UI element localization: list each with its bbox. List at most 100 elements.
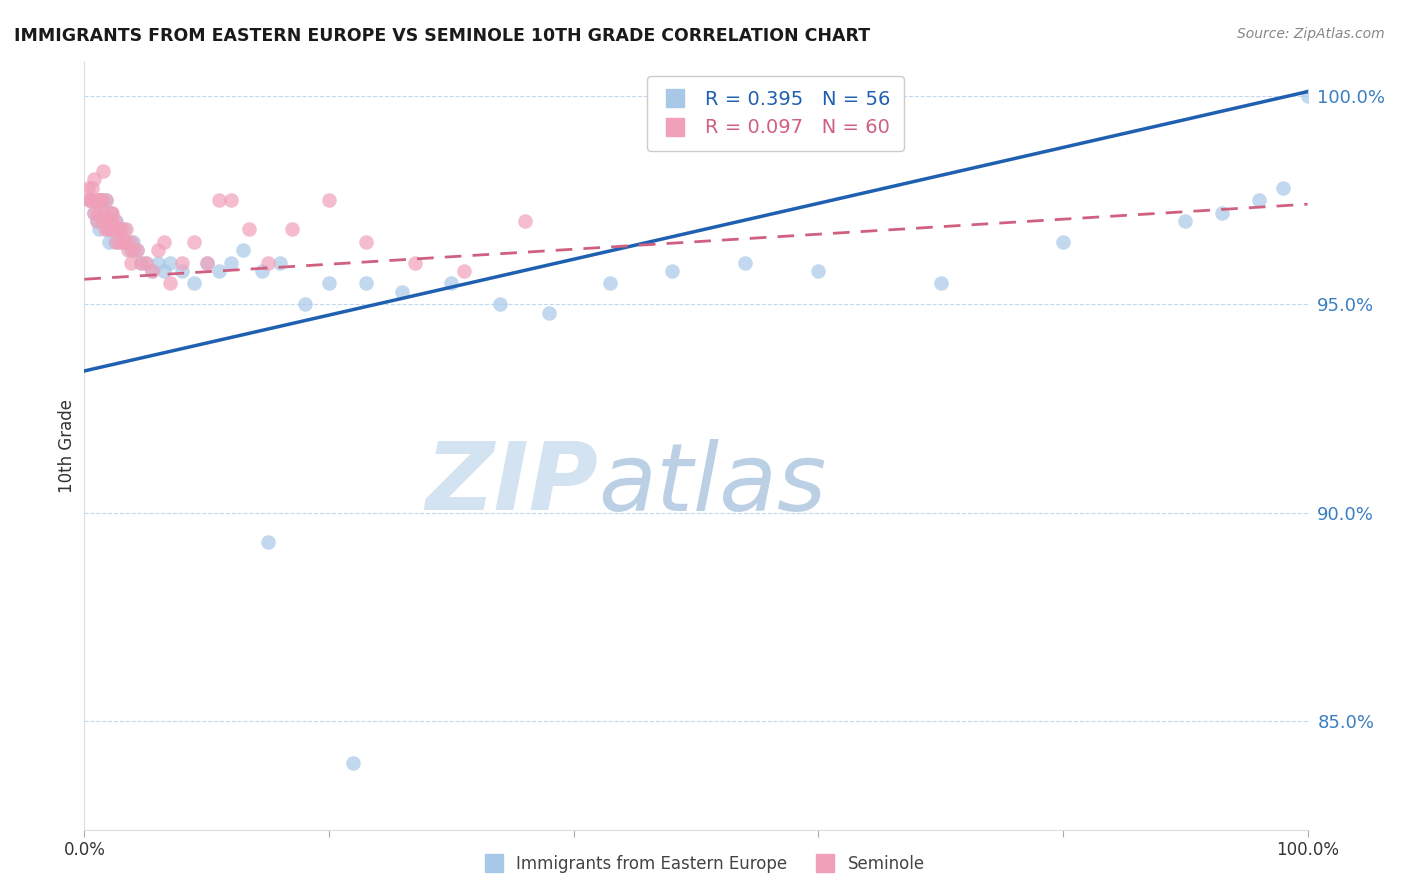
Text: IMMIGRANTS FROM EASTERN EUROPE VS SEMINOLE 10TH GRADE CORRELATION CHART: IMMIGRANTS FROM EASTERN EUROPE VS SEMINO… [14, 27, 870, 45]
Point [120, 255, 142, 269]
Point [120, 243, 142, 257]
Legend: Immigrants from Eastern Europe, Seminole: Immigrants from Eastern Europe, Seminole [475, 848, 931, 880]
Point [115, 222, 138, 236]
Point [117, 243, 139, 257]
Point [661, 264, 683, 278]
Point [219, 193, 242, 207]
Point [129, 255, 152, 269]
Point [257, 255, 280, 269]
Point [100, 214, 122, 228]
Point [87, 222, 110, 236]
Point [84, 193, 107, 207]
Point [440, 277, 463, 291]
Point [172, 264, 194, 278]
Point [101, 205, 124, 219]
Point [183, 277, 205, 291]
Point [115, 235, 138, 249]
Point [83, 172, 105, 186]
Point [391, 285, 413, 299]
Point [141, 264, 163, 278]
Point [86, 214, 108, 228]
Point [89, 193, 111, 207]
Point [125, 243, 148, 257]
Point [105, 235, 128, 249]
Text: atlas: atlas [598, 439, 827, 530]
Point [294, 297, 316, 311]
Point [453, 264, 475, 278]
Point [101, 222, 124, 236]
Point [153, 264, 176, 278]
Point [87, 205, 110, 219]
Point [141, 264, 163, 278]
Point [232, 243, 254, 257]
Point [1296, 88, 1319, 103]
Point [79, 193, 101, 207]
Point [195, 255, 218, 269]
Point [96, 214, 118, 228]
Point [94, 222, 117, 236]
Point [219, 255, 242, 269]
Point [1174, 214, 1197, 228]
Point [97, 222, 120, 236]
Point [404, 255, 426, 269]
Point [257, 534, 280, 549]
Point [599, 277, 621, 291]
Point [146, 255, 169, 269]
Point [91, 164, 114, 178]
Point [342, 756, 364, 770]
Point [86, 214, 108, 228]
Point [195, 255, 218, 269]
Point [238, 222, 260, 236]
Point [104, 214, 127, 228]
Point [354, 235, 377, 249]
Point [513, 214, 536, 228]
Point [159, 277, 181, 291]
Point [98, 214, 121, 228]
Point [208, 193, 231, 207]
Y-axis label: 10th Grade: 10th Grade [58, 399, 76, 493]
Point [93, 205, 115, 219]
Point [135, 255, 157, 269]
Point [93, 205, 115, 219]
Point [929, 277, 952, 291]
Point [354, 277, 377, 291]
Point [114, 235, 136, 249]
Point [122, 235, 145, 249]
Point [146, 243, 169, 257]
Point [82, 193, 104, 207]
Point [103, 222, 125, 236]
Point [77, 180, 100, 194]
Point [100, 205, 122, 219]
Point [250, 264, 273, 278]
Point [80, 180, 103, 194]
Point [1247, 193, 1270, 207]
Point [1211, 205, 1233, 219]
Point [96, 193, 118, 207]
Point [159, 255, 181, 269]
Point [208, 264, 231, 278]
Point [1052, 235, 1074, 249]
Point [91, 193, 114, 207]
Point [107, 222, 129, 236]
Point [97, 222, 120, 236]
Point [734, 255, 756, 269]
Point [135, 255, 157, 269]
Point [183, 235, 205, 249]
Text: Source: ZipAtlas.com: Source: ZipAtlas.com [1237, 27, 1385, 41]
Point [96, 193, 118, 207]
Point [125, 243, 148, 257]
Point [807, 264, 830, 278]
Point [538, 305, 561, 319]
Point [83, 205, 105, 219]
Point [489, 297, 512, 311]
Point [110, 235, 132, 249]
Point [172, 255, 194, 269]
Point [87, 193, 110, 207]
Point [153, 235, 176, 249]
Point [318, 277, 340, 291]
Point [97, 222, 120, 236]
Point [91, 214, 114, 228]
Point [83, 205, 105, 219]
Point [120, 235, 142, 249]
Point [98, 214, 121, 228]
